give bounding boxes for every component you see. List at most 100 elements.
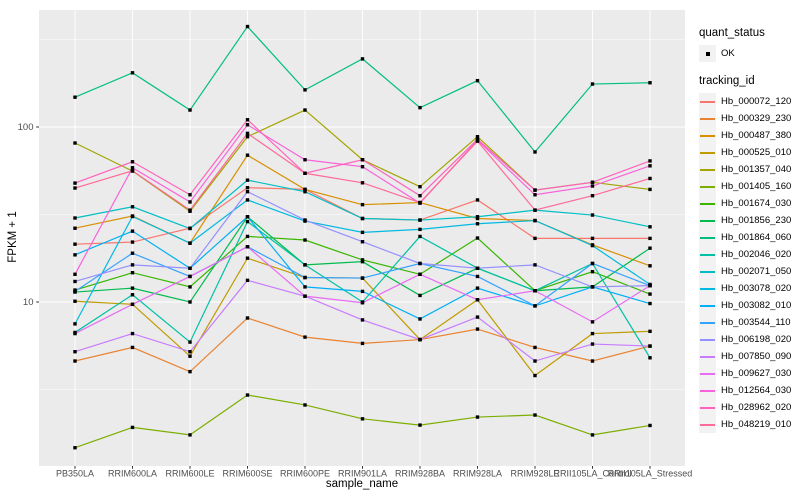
legend-label: Hb_001405_160	[721, 181, 792, 192]
legend-key-swatch	[699, 127, 716, 144]
data-point-marker	[418, 184, 422, 189]
data-point-marker	[303, 335, 307, 339]
data-point-marker	[475, 286, 480, 290]
data-point-marker	[648, 159, 652, 163]
data-point-marker	[130, 302, 135, 307]
data-point-marker	[648, 164, 652, 168]
legend: quant_status OK tracking_id Hb_000072_12…	[699, 27, 791, 433]
data-point-marker	[188, 354, 192, 358]
data-point-marker	[590, 269, 595, 274]
data-point-marker	[130, 205, 135, 209]
data-point-marker	[73, 272, 77, 276]
legend-line-icon	[700, 287, 715, 290]
data-point-marker	[360, 417, 365, 421]
legend-item-Hb_003544_110: Hb_003544_110	[699, 314, 791, 331]
legend-item-Hb_007850_090: Hb_007850_090	[699, 348, 791, 365]
data-point-marker	[130, 251, 135, 255]
data-point-marker	[188, 285, 192, 289]
data-point-marker	[73, 359, 77, 363]
y-axis-title: FPKM + 1	[7, 211, 19, 263]
legend-item-Hb_001856_230: Hb_001856_230	[699, 212, 791, 229]
legend-label: Hb_002046_020	[721, 249, 792, 260]
legend-label: Hb_001357_040	[721, 164, 792, 175]
data-point-marker	[303, 218, 307, 222]
data-point-marker	[245, 278, 250, 283]
legend-label: Hb_012564_030	[721, 385, 792, 396]
data-point-marker	[590, 243, 595, 248]
data-point-marker	[73, 226, 77, 230]
data-point-marker	[648, 301, 652, 306]
data-point-marker	[590, 180, 595, 185]
legend-title-tracking-id: tracking_id	[699, 75, 755, 87]
data-point-marker	[245, 135, 250, 139]
data-point-marker	[475, 327, 480, 331]
legend-item-Hb_001674_030: Hb_001674_030	[699, 195, 791, 212]
point-marker-icon	[705, 51, 710, 56]
legend-label: Hb_028962_020	[721, 402, 792, 413]
data-point-marker	[418, 293, 422, 298]
legend-key-swatch	[699, 178, 716, 195]
data-point-marker	[590, 359, 595, 363]
legend-line-icon	[700, 151, 715, 154]
data-point-marker	[360, 276, 365, 280]
legend-line-icon	[700, 100, 715, 103]
data-point-marker	[73, 279, 77, 284]
legend-line-icon	[700, 202, 715, 205]
data-point-marker	[648, 236, 652, 241]
data-point-marker	[418, 317, 422, 321]
legend-line-icon	[700, 253, 715, 256]
data-point-marker	[533, 304, 537, 308]
data-point-marker	[130, 331, 135, 336]
data-point-marker	[73, 446, 77, 450]
data-point-marker	[418, 105, 422, 110]
data-point-marker	[360, 181, 365, 185]
data-point-marker	[360, 165, 365, 169]
data-point-marker	[73, 289, 77, 294]
data-point-marker	[245, 219, 250, 224]
legend-key-swatch	[699, 314, 716, 331]
data-point-marker	[418, 218, 422, 222]
y-tick-label: 100	[18, 122, 34, 133]
data-point-marker	[648, 176, 652, 181]
legend-item-Hb_002071_050: Hb_002071_050	[699, 263, 791, 280]
legend-line-icon	[700, 406, 715, 409]
data-point-marker	[590, 285, 595, 289]
legend-label: Hb_003078_020	[721, 283, 792, 294]
data-point-marker	[130, 71, 135, 75]
data-point-marker	[73, 181, 77, 185]
data-point-marker	[188, 340, 192, 344]
data-point-marker	[418, 423, 422, 427]
data-point-marker	[188, 208, 192, 212]
data-point-marker	[533, 218, 537, 223]
data-point-marker	[533, 236, 537, 241]
legend-item-Hb_000487_380: Hb_000487_380	[699, 127, 791, 144]
data-point-marker	[590, 193, 595, 198]
data-point-marker	[245, 123, 250, 127]
data-point-marker	[130, 166, 135, 170]
legend-item-Hb_001864_060: Hb_001864_060	[699, 229, 791, 246]
y-tick-label: 10	[23, 297, 34, 308]
data-point-marker	[188, 433, 192, 437]
data-point-marker	[648, 356, 652, 360]
data-point-marker	[303, 403, 307, 407]
x-tick-label: RRIM901LA	[338, 469, 387, 479]
data-point-marker	[475, 198, 480, 202]
data-point-marker	[130, 271, 135, 275]
legend-key-swatch	[699, 246, 716, 263]
legend-key-swatch	[699, 365, 716, 382]
data-point-marker	[475, 298, 480, 302]
legend-label: Hb_000329_230	[721, 113, 792, 124]
data-point-marker	[130, 345, 135, 350]
legend-key-swatch	[699, 110, 716, 127]
data-point-marker	[130, 293, 135, 297]
data-point-marker	[73, 95, 77, 99]
data-point-marker	[533, 193, 537, 197]
legend-line-icon	[700, 355, 715, 358]
legend-key-swatch	[699, 212, 716, 229]
data-point-marker	[533, 413, 537, 417]
data-point-marker	[475, 216, 480, 221]
data-point-marker	[188, 274, 192, 279]
data-point-marker	[303, 263, 307, 267]
